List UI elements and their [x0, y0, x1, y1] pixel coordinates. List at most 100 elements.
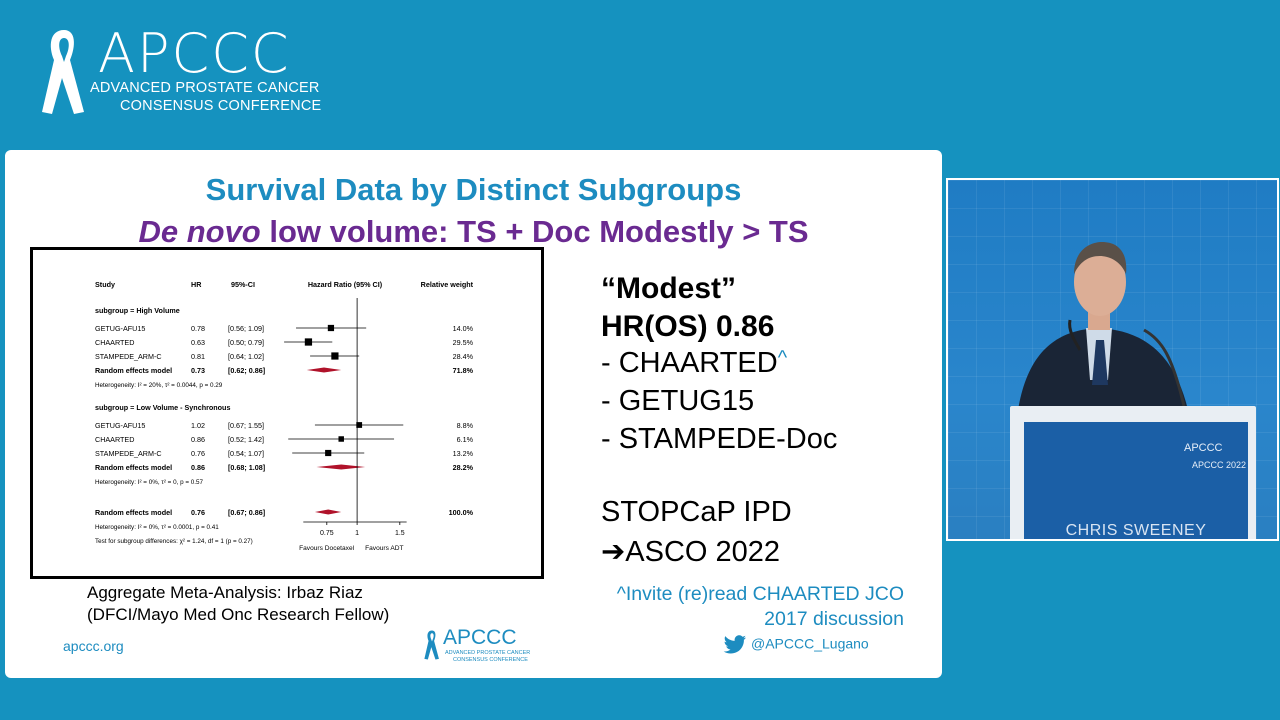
study-row-ci: [0.67; 1.55] [228, 421, 264, 430]
study-row-hr: 1.02 [191, 421, 205, 430]
invite-line-1: ^Invite (re)read CHAARTED JCO [616, 583, 904, 605]
slide-title: Survival Data by Distinct Subgroups [205, 172, 742, 207]
study-row-ci: [0.50; 0.79] [228, 338, 264, 347]
subgroup-pooled-weight: 28.2% [453, 463, 474, 472]
bullet-getug15: - GETUG15 [601, 385, 755, 417]
podium: APCCC APCCC 2022 CHRIS SWEENEY [1010, 406, 1256, 539]
x-tick-label: 1 [355, 530, 359, 537]
study-row-hr: 0.76 [191, 449, 205, 458]
subgroup-pooled-study: Random effects model [95, 366, 172, 375]
caret-mark: ^ [777, 347, 788, 369]
header-plot: Hazard Ratio (95% CI) [308, 280, 383, 289]
study-row-ci: [0.52; 1.42] [228, 435, 264, 444]
subgroup-pooled-hr: 0.86 [191, 463, 205, 472]
presentation-slide: Survival Data by Distinct Subgroups De n… [5, 150, 942, 678]
favours-right: Favours ADT [365, 545, 403, 552]
invite-note: ^Invite (re)read CHAARTED JCO 2017 discu… [565, 582, 904, 632]
study-row-weight: 28.4% [453, 352, 474, 361]
podium-front: APCCC APCCC 2022 CHRIS SWEENEY [1024, 422, 1248, 539]
bullet-chaarted-text: - CHAARTED [601, 347, 778, 379]
heterogeneity: Heterogeneity: I² = 20%, τ² = 0.0044, p … [95, 382, 223, 389]
study-row-point [331, 352, 339, 360]
x-tick-label: 1.5 [395, 530, 405, 537]
subgroup-label: subgroup = Low Volume - Synchronous [95, 403, 230, 412]
heterogeneity: Heterogeneity: I² = 0%, τ² = 0, p = 0.57 [95, 479, 204, 486]
speaker-name: CHRIS SWEENEY [1065, 522, 1207, 539]
study-row-study: STAMPEDE_ARM-C [95, 449, 162, 458]
overall-pooled-ci: [0.67; 0.86] [228, 508, 265, 517]
study-row-hr: 0.81 [191, 352, 205, 361]
podium-logo: APCCC [1184, 442, 1223, 454]
study-row-study: STAMPEDE_ARM-C [95, 352, 162, 361]
overall-pooled-study: Random effects model [95, 508, 172, 517]
invite-line-2: 2017 discussion [764, 608, 904, 630]
study-row-point [325, 449, 332, 457]
subgroup-pooled-diamond [306, 367, 342, 373]
subgroup-pooled-hr: 0.73 [191, 366, 205, 375]
footer-logo-line-2: CONSENSUS CONFERENCE [453, 657, 528, 663]
overall-pooled-weight: 100.0% [449, 508, 474, 517]
forest-plot: Study HR 95%-CI Hazard Ratio (95% CI) Relati… [30, 247, 544, 579]
footer-logo: APCCC ADVANCED PROSTATE CANCER CONSENSUS… [423, 626, 533, 664]
study-row-point [304, 338, 313, 346]
study-row-weight: 6.1% [457, 435, 474, 444]
study-row-hr: 0.86 [191, 435, 205, 444]
slide-subtitle: De novo low volume: TS + Doc Modestly > … [5, 214, 942, 250]
study-row-ci: [0.54; 1.07] [228, 449, 264, 458]
study-row-study: GETUG-AFU15 [95, 421, 145, 430]
awareness-ribbon-icon [424, 630, 439, 660]
subgroup-label: subgroup = High Volume [95, 306, 180, 315]
bullet-chaarted: - CHAARTED^ [601, 347, 787, 380]
podium-year: APCCC 2022 [1192, 460, 1247, 470]
subtitle-rest: low volume: TS + Doc Modestly > TS [260, 214, 809, 249]
awareness-ribbon-icon [42, 30, 84, 114]
footer-logo-line-1: ADVANCED PROSTATE CANCER [445, 650, 531, 656]
footer-url: apccc.org [63, 638, 124, 654]
overall-pooled-hr: 0.76 [191, 508, 205, 517]
twitter-handle: @APCCC_Lugano [723, 635, 869, 655]
study-row-point [338, 436, 344, 442]
subgroup-pooled-weight: 71.8% [453, 366, 474, 375]
subtitle-italic: De novo [138, 214, 261, 249]
overall-heterogeneity: Heterogeneity: I² = 0%, τ² = 0.0001, p =… [95, 524, 219, 531]
study-row-hr: 0.78 [191, 324, 205, 333]
study-row-ci: [0.56; 1.09] [228, 324, 264, 333]
study-row-point [356, 422, 363, 428]
subgroup-pooled-ci: [0.62; 0.86] [228, 366, 265, 375]
study-row-point [327, 324, 335, 332]
header-ci: 95%-CI [231, 280, 255, 289]
apccc-logo: APCCC ADVANCED PROSTATE CANCER CONSENSUS… [38, 22, 338, 118]
twitter-handle-text: @APCCC_Lugano [751, 635, 869, 652]
study-row-weight: 8.8% [457, 421, 474, 430]
subgroup-pooled-diamond [316, 464, 366, 470]
study-row-weight: 14.0% [453, 324, 474, 333]
twitter-bird-icon [723, 635, 746, 654]
brand-line-1: ADVANCED PROSTATE CANCER [90, 80, 320, 96]
modest-label: “Modest” [601, 272, 736, 305]
brand-name: APCCC [98, 22, 291, 85]
overall-pooled-diamond [314, 509, 342, 515]
header-hr: HR [191, 280, 202, 289]
caption-line-2: (DFCI/Mayo Med Onc Research Fellow) [87, 605, 390, 624]
stopcap-ipd: STOPCaP IPD [601, 496, 792, 528]
bullet-stampede: - STAMPEDE-Doc [601, 423, 838, 455]
forest-plot-svg: Study HR 95%-CI Hazard Ratio (95% CI) Relati… [95, 280, 474, 552]
study-row-hr: 0.63 [191, 338, 205, 347]
study-row-study: GETUG-AFU15 [95, 324, 145, 333]
header-weight: Relative weight [421, 280, 474, 289]
subgroup-pooled-study: Random effects model [95, 463, 172, 472]
study-row-study: CHAARTED [95, 338, 134, 347]
subgroup-test: Test for subgroup differences: χ² = 1.24… [95, 538, 253, 545]
forest-caption: Aggregate Meta-Analysis: Irbaz Riaz (DFC… [87, 582, 389, 626]
study-row-ci: [0.64; 1.02] [228, 352, 264, 361]
asco-2022: ➔ASCO 2022 [601, 536, 781, 568]
speaker-video: APCCC APCCC 2022 CHRIS SWEENEY [946, 178, 1279, 541]
caption-line-1: Aggregate Meta-Analysis: Irbaz Riaz [87, 583, 363, 602]
study-row-weight: 29.5% [453, 338, 474, 347]
study-row-weight: 13.2% [453, 449, 474, 458]
hr-os-label: HR(OS) 0.86 [601, 310, 775, 343]
speaker-figure [1018, 242, 1188, 410]
study-row-study: CHAARTED [95, 435, 134, 444]
brand-line-2: CONSENSUS CONFERENCE [120, 98, 322, 114]
x-tick-label: 0.75 [320, 530, 334, 537]
